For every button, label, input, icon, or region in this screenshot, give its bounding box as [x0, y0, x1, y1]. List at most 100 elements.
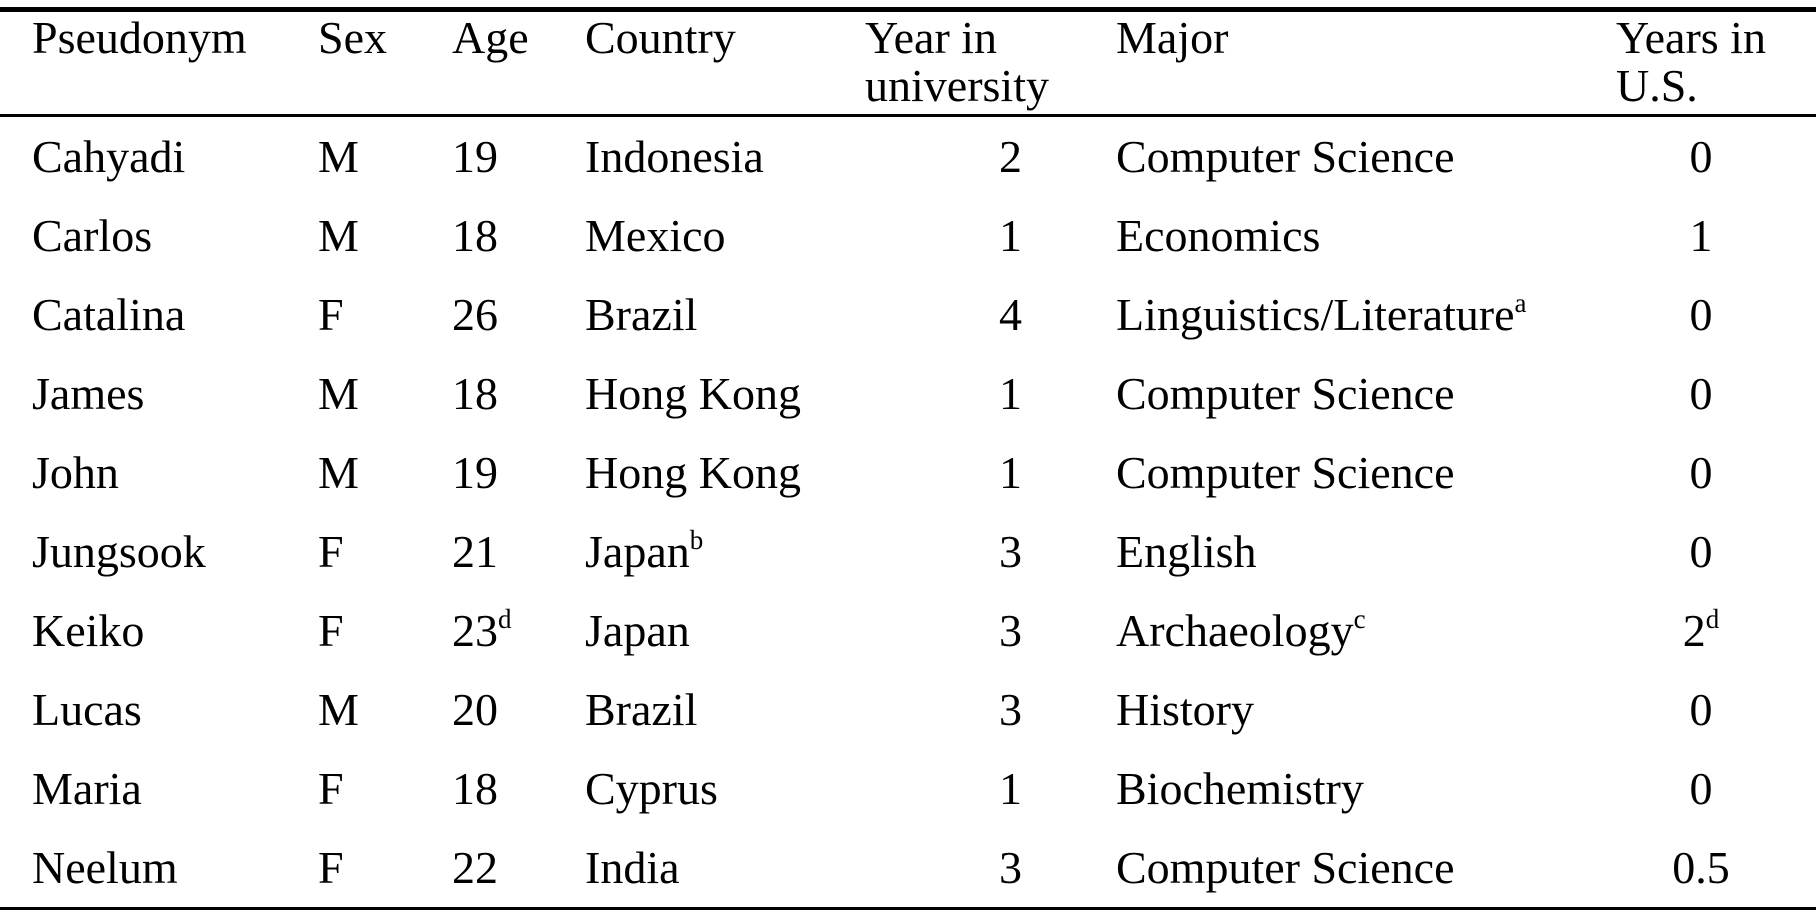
years-in-us-value: 0 — [1689, 683, 1713, 735]
age-value: 19 — [452, 130, 498, 182]
pseudonym-value: Neelum — [32, 841, 178, 893]
cell-sex: F — [318, 275, 452, 354]
cell-age: 19 — [452, 433, 585, 512]
cell-country: Hong Kong — [585, 433, 865, 512]
cell-major: Computer Science — [1116, 116, 1616, 197]
pseudonym-value: Jungsook — [32, 525, 206, 577]
col-header-major: Major — [1116, 9, 1616, 117]
cell-sex: M — [318, 433, 452, 512]
major-value: Computer Science — [1116, 841, 1455, 893]
cell-years-in-us: 0.5 — [1616, 828, 1816, 909]
cell-pseudonym: Lucas — [0, 670, 318, 749]
year-in-university-value: 3 — [999, 841, 1022, 893]
cell-pseudonym: Maria — [0, 749, 318, 828]
cell-sex: M — [318, 670, 452, 749]
cell-age: 19 — [452, 116, 585, 197]
col-header-country: Country — [585, 9, 865, 117]
cell-year-in-university: 3 — [865, 591, 1116, 670]
table-header: Pseudonym Sex Age Country Year in univer… — [0, 9, 1816, 117]
year-in-university-value: 4 — [999, 288, 1022, 340]
age-value: 21 — [452, 525, 498, 577]
pseudonym-value: Catalina — [32, 288, 186, 340]
cell-age: 21 — [452, 512, 585, 591]
table-row: John M 19 Hong Kong 1 Computer Science 0 — [0, 433, 1816, 512]
table-row: Catalina F 26 Brazil 4 Linguistics/Liter… — [0, 275, 1816, 354]
sex-value: F — [318, 525, 344, 577]
cell-pseudonym: Neelum — [0, 828, 318, 909]
cell-country: Mexico — [585, 196, 865, 275]
major-value: Computer Science — [1116, 367, 1455, 419]
age-value: 22 — [452, 841, 498, 893]
major-note-marker: a — [1514, 287, 1527, 318]
cell-major: Computer Science — [1116, 828, 1616, 909]
country-value: Brazil — [585, 683, 698, 735]
sex-value: M — [318, 209, 359, 261]
cell-country: Japan — [585, 591, 865, 670]
cell-years-in-us: 0 — [1616, 433, 1816, 512]
header-row: Pseudonym Sex Age Country Year in univer… — [0, 9, 1816, 117]
country-value: Mexico — [585, 209, 726, 261]
pseudonym-value: James — [32, 367, 145, 419]
cell-year-in-university: 2 — [865, 116, 1116, 197]
country-value: Indonesia — [585, 130, 764, 182]
major-value: Computer Science — [1116, 446, 1455, 498]
year-in-university-value: 3 — [999, 683, 1022, 735]
country-value: Japan — [585, 525, 690, 577]
cell-major: Biochemistry — [1116, 749, 1616, 828]
pseudonym-value: John — [32, 446, 119, 498]
cell-country: Hong Kong — [585, 354, 865, 433]
cell-year-in-university: 3 — [865, 670, 1116, 749]
cell-major: Computer Science — [1116, 354, 1616, 433]
sex-value: M — [318, 683, 359, 735]
sex-value: F — [318, 841, 344, 893]
cell-sex: M — [318, 354, 452, 433]
cell-major: Linguistics/Literaturea — [1116, 275, 1616, 354]
cell-age: 20 — [452, 670, 585, 749]
table-row: Lucas M 20 Brazil 3 History 0 — [0, 670, 1816, 749]
year-in-university-value: 3 — [999, 525, 1022, 577]
pseudonym-value: Lucas — [32, 683, 142, 735]
cell-year-in-university: 4 — [865, 275, 1116, 354]
cell-year-in-university: 1 — [865, 196, 1116, 275]
cell-country: Brazil — [585, 670, 865, 749]
years-in-us-value: 0.5 — [1672, 841, 1730, 893]
years-in-us-value: 2 — [1682, 604, 1706, 656]
year-in-university-value: 3 — [999, 604, 1022, 656]
cell-year-in-university: 1 — [865, 354, 1116, 433]
cell-age: 18 — [452, 749, 585, 828]
cell-age: 26 — [452, 275, 585, 354]
year-in-university-value: 1 — [999, 762, 1022, 814]
age-value: 18 — [452, 367, 498, 419]
cell-years-in-us: 0 — [1616, 116, 1816, 197]
cell-pseudonym: Keiko — [0, 591, 318, 670]
table-row: Jungsook F 21 Japanb 3 English 0 — [0, 512, 1816, 591]
table-row: James M 18 Hong Kong 1 Computer Science … — [0, 354, 1816, 433]
major-value: Computer Science — [1116, 130, 1455, 182]
cell-year-in-university: 1 — [865, 749, 1116, 828]
years-in-us-value: 0 — [1689, 446, 1713, 498]
years-in-us-value: 0 — [1689, 525, 1713, 577]
cell-years-in-us: 2d — [1616, 591, 1816, 670]
cell-age: 23d — [452, 591, 585, 670]
col-header-years-in-us: Years in U.S. — [1616, 9, 1816, 117]
table-body: Cahyadi M 19 Indonesia 2 Computer Scienc… — [0, 116, 1816, 909]
year-in-university-value: 2 — [999, 130, 1022, 182]
cell-age: 22 — [452, 828, 585, 909]
year-in-university-value: 1 — [999, 446, 1022, 498]
major-value: Biochemistry — [1116, 762, 1364, 814]
sex-value: F — [318, 604, 344, 656]
cell-year-in-university: 3 — [865, 828, 1116, 909]
major-note-marker: c — [1353, 603, 1366, 634]
years-in-us-value: 0 — [1689, 367, 1713, 419]
cell-sex: F — [318, 512, 452, 591]
year-in-university-value: 1 — [999, 367, 1022, 419]
cell-major: English — [1116, 512, 1616, 591]
sex-value: M — [318, 367, 359, 419]
cell-pseudonym: John — [0, 433, 318, 512]
cell-years-in-us: 0 — [1616, 749, 1816, 828]
age-note-marker: d — [498, 603, 512, 634]
country-value: Hong Kong — [585, 367, 801, 419]
cell-years-in-us: 0 — [1616, 670, 1816, 749]
year-in-university-value: 1 — [999, 209, 1022, 261]
